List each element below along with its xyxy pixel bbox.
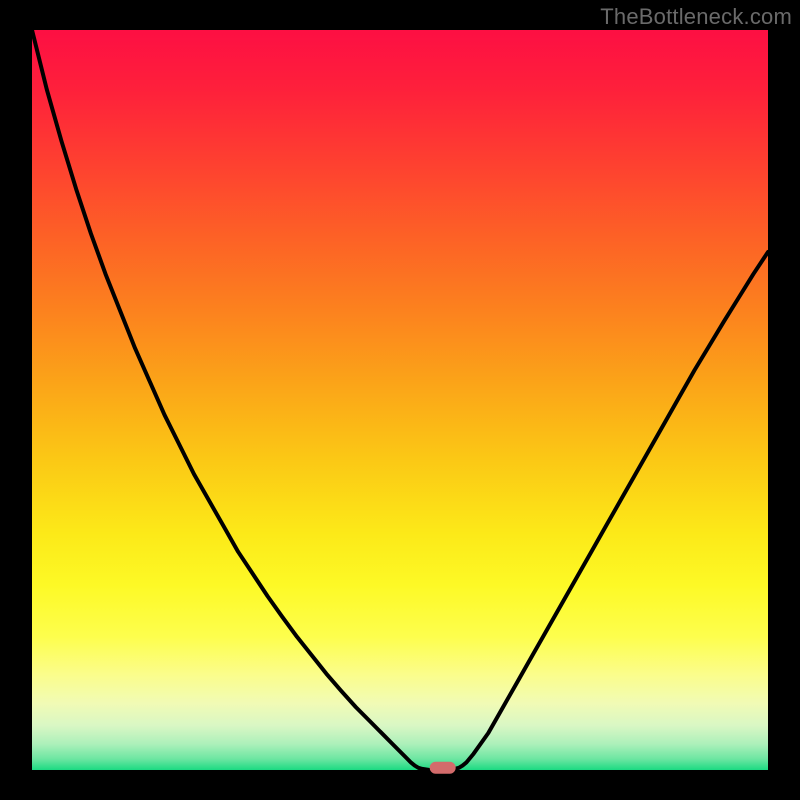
chart-container: TheBottleneck.com [0, 0, 800, 800]
bottleneck-chart [0, 0, 800, 800]
bottleneck-marker [430, 762, 456, 774]
plot-background [32, 30, 768, 770]
watermark-text: TheBottleneck.com [600, 4, 792, 30]
